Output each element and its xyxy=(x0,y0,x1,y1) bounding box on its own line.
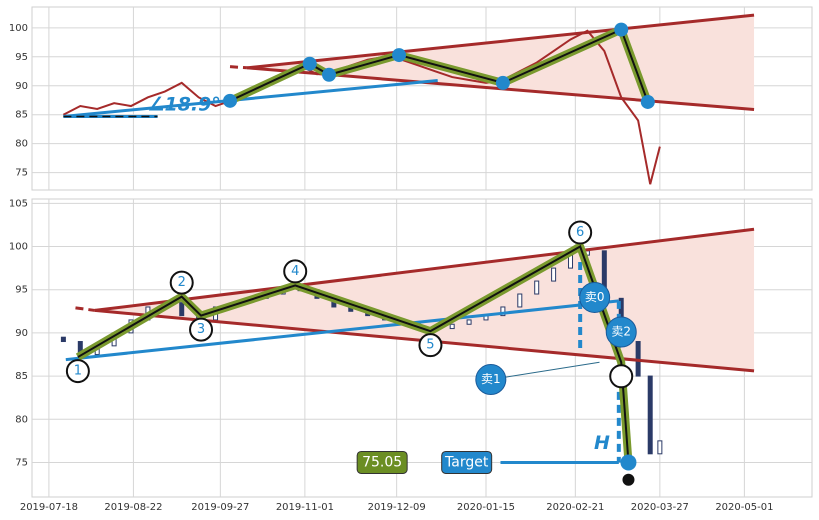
pivot-marker xyxy=(418,333,443,358)
pivot-label: 3 xyxy=(197,322,205,337)
x-tick-label: 2019-08-22 xyxy=(104,502,162,513)
y-tick-label: 75 xyxy=(15,168,28,179)
x-tick-label: 2020-01-15 xyxy=(457,502,515,513)
annotation: H xyxy=(594,432,610,454)
label-box xyxy=(441,450,493,474)
pivot-label: 2 xyxy=(178,275,186,290)
pivot-marker xyxy=(640,94,655,109)
pivot-marker xyxy=(614,22,629,37)
trendline xyxy=(94,227,755,312)
candle xyxy=(551,267,557,282)
x-tick-label: 2020-05-01 xyxy=(715,502,773,513)
y-tick-label: 95 xyxy=(15,285,28,296)
candle xyxy=(534,280,540,295)
y-tick-label: 100 xyxy=(9,23,28,34)
pivot-marker xyxy=(495,75,510,90)
pivot-marker xyxy=(609,364,634,389)
dot xyxy=(622,473,635,486)
candle xyxy=(179,302,185,317)
trendline xyxy=(229,65,248,70)
trendline xyxy=(65,299,619,362)
x-tick-label: 2019-07-18 xyxy=(20,502,78,513)
pivot-marker xyxy=(283,259,308,284)
sell-marker xyxy=(579,281,611,313)
y-tick-label: 90 xyxy=(15,328,28,339)
y-tick-label: 80 xyxy=(15,414,28,425)
box-label: 75.05 xyxy=(362,454,402,470)
trendline xyxy=(246,13,755,70)
label-box xyxy=(356,450,408,474)
x-tick-label: 2020-03-27 xyxy=(631,502,689,513)
y-tick-label: 90 xyxy=(15,81,28,92)
candle xyxy=(517,293,523,308)
pivot-label: 4 xyxy=(291,264,299,279)
y-tick-label: 75 xyxy=(15,457,28,468)
pivot-marker xyxy=(392,48,407,63)
x-tick-label: 2020-02-21 xyxy=(546,502,604,513)
pivot-label: 6 xyxy=(576,225,584,240)
trendline xyxy=(75,306,95,312)
y-tick-label: 85 xyxy=(15,371,28,382)
sell-label: 卖2 xyxy=(611,325,631,339)
candle xyxy=(500,306,506,317)
y-tick-label: 80 xyxy=(15,139,28,150)
pivot-marker xyxy=(302,56,317,71)
y-tick-label: 100 xyxy=(9,242,28,253)
sell-marker xyxy=(605,316,637,348)
pivot-label: 5 xyxy=(426,338,434,353)
trendline xyxy=(490,361,600,381)
candle xyxy=(647,375,653,455)
candle xyxy=(657,440,663,455)
x-tick-label: 2019-12-09 xyxy=(368,502,426,513)
candle xyxy=(466,319,472,325)
y-tick-label: 85 xyxy=(15,110,28,121)
x-tick-label: 2019-09-27 xyxy=(191,502,249,513)
target-marker xyxy=(620,454,637,471)
trendline xyxy=(63,79,438,118)
sell-marker xyxy=(475,364,507,396)
pivot-marker xyxy=(65,359,90,384)
x-tick-label: 2019-11-01 xyxy=(276,502,334,513)
candle xyxy=(449,323,455,330)
price-line xyxy=(62,29,661,185)
pivot-label: 1 xyxy=(74,364,82,379)
sell-label: 卖1 xyxy=(481,372,501,386)
pivot-marker xyxy=(169,270,194,295)
annotation: ∠18.9° xyxy=(147,93,220,115)
pivot-marker xyxy=(568,220,593,245)
candle xyxy=(60,336,66,343)
pivot-marker xyxy=(223,93,238,108)
sell-label: 卖0 xyxy=(585,290,605,304)
y-tick-label: 95 xyxy=(15,52,28,63)
box-label: Target xyxy=(444,454,489,470)
y-tick-label: 105 xyxy=(9,198,28,209)
pivot-marker xyxy=(189,317,214,342)
pivot-marker xyxy=(322,67,337,82)
